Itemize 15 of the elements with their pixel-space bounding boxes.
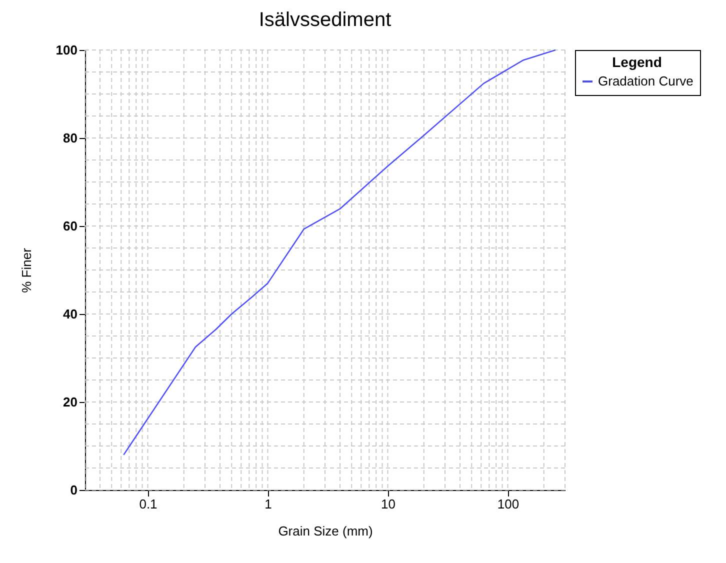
- legend-title: Legend: [612, 54, 662, 70]
- x-tick-label: 10: [381, 496, 396, 512]
- x-tick-label: 1: [264, 496, 272, 512]
- chart-title: Isälvssediment: [258, 9, 392, 31]
- y-tick-label: 40: [63, 306, 78, 322]
- y-axis-title: % Finer: [18, 247, 34, 293]
- x-tick-label: 100: [497, 496, 520, 512]
- y-tick-label: 100: [56, 42, 78, 58]
- y-tick-label: 0: [70, 482, 78, 498]
- legend-label: Gradation Curve: [598, 74, 694, 88]
- y-tick-label: 80: [63, 130, 78, 146]
- y-tick-label: 60: [63, 218, 78, 234]
- x-axis-title: Grain Size (mm): [278, 524, 373, 538]
- x-tick-label: 0.1: [139, 496, 158, 512]
- y-tick-label: 20: [63, 394, 78, 410]
